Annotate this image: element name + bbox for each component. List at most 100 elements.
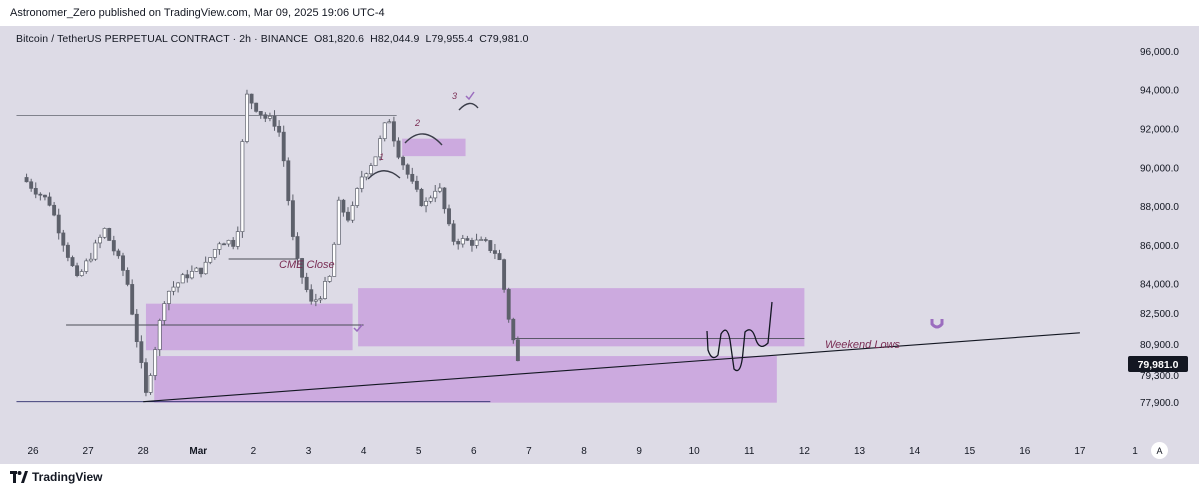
magnet-icon	[930, 319, 944, 329]
zone-left	[145, 303, 353, 351]
projection-path	[706, 301, 773, 372]
wave-label-2: 2	[414, 118, 420, 128]
candle-body	[33, 188, 38, 195]
candle	[497, 249, 502, 261]
y-tick-label: 80,900.0	[1140, 340, 1179, 351]
candle-body	[38, 193, 43, 196]
x-tick-label: 14	[909, 446, 921, 457]
candle	[309, 284, 314, 305]
tradingview-logo-icon	[10, 471, 28, 483]
candle	[185, 269, 190, 283]
candle	[465, 235, 470, 241]
candle	[240, 139, 245, 238]
candle	[226, 239, 231, 247]
candle-body	[373, 156, 378, 167]
candle-body	[401, 156, 406, 166]
y-tick-label: 82,500.0	[1140, 309, 1179, 320]
candle-body	[414, 180, 419, 190]
candle	[65, 242, 70, 262]
candle-body	[355, 188, 360, 206]
candle	[42, 194, 47, 201]
candle-body	[341, 199, 346, 213]
candle	[125, 267, 130, 287]
candle	[405, 163, 410, 179]
chart-canvas[interactable]: 1 2 3 CME Close Weekend Lows 96,000.0 94,…	[0, 0, 1199, 464]
candle	[323, 276, 327, 300]
candle	[180, 272, 185, 284]
candle-body	[290, 200, 295, 237]
candle-body	[226, 239, 231, 245]
candle-body	[65, 244, 70, 258]
x-tick-label: 28	[138, 446, 150, 457]
candle	[148, 373, 153, 395]
candle	[277, 120, 282, 137]
chart-frame[interactable]	[0, 26, 1199, 464]
candle	[378, 135, 383, 161]
candle-body	[203, 261, 208, 275]
candle	[355, 187, 360, 208]
x-tick-label: 3	[306, 446, 312, 457]
candle	[483, 237, 488, 243]
candle-body	[125, 270, 130, 285]
candle	[47, 192, 52, 207]
candle-body	[84, 260, 89, 272]
publish-bar: Astronomer_Zero published on TradingView…	[0, 0, 1199, 26]
candle-body	[235, 231, 240, 247]
candle	[222, 242, 226, 246]
candle-body	[304, 276, 309, 290]
candle-body	[263, 114, 268, 119]
candle	[153, 346, 158, 381]
candle-body	[460, 238, 465, 245]
candle	[456, 238, 461, 250]
tradingview-logo[interactable]: TradingView	[10, 470, 102, 484]
candle	[300, 257, 305, 284]
candle	[107, 227, 112, 241]
candle	[428, 195, 433, 204]
candle-body	[121, 255, 125, 271]
candle	[102, 227, 107, 239]
candle-body	[359, 176, 364, 189]
candle-body	[42, 194, 47, 198]
candle	[88, 252, 93, 263]
y-tick-label: 86,000.0	[1140, 241, 1179, 252]
candle-body	[166, 290, 171, 304]
candle	[368, 162, 373, 178]
candle-body	[217, 243, 222, 250]
check-mark-zone	[353, 324, 363, 333]
wave-label-1: 1	[379, 152, 384, 162]
candle-body	[70, 257, 75, 267]
candle-body	[231, 239, 236, 247]
x-tick-label: 13	[854, 446, 866, 457]
candle-body	[419, 188, 424, 207]
candle	[176, 282, 181, 293]
publisher-info: Astronomer_Zero published on TradingView…	[10, 7, 385, 19]
y-tick-label: 90,000.0	[1140, 163, 1179, 174]
candle-body	[447, 208, 451, 225]
candle	[130, 279, 135, 316]
x-tick-label: 16	[1019, 446, 1031, 457]
candle-body	[456, 241, 461, 245]
candle	[98, 234, 102, 249]
symbol-info: Bitcoin / TetherUS PERPETUAL CONTRACT · …	[16, 33, 529, 45]
candle-body	[176, 282, 181, 288]
candle-body	[134, 313, 139, 342]
candle-body	[327, 276, 332, 282]
candle-body	[465, 238, 470, 241]
candle	[474, 233, 479, 249]
auto-scale-button[interactable]: A	[1151, 442, 1168, 459]
candle-body	[24, 177, 29, 183]
candle	[217, 241, 222, 255]
candle	[272, 110, 277, 131]
x-tick-label: 9	[636, 446, 642, 457]
candle	[52, 201, 57, 217]
symbol-name: Bitcoin / TetherUS PERPETUAL CONTRACT · …	[16, 33, 309, 45]
candle	[424, 197, 428, 213]
x-tick-label: 4	[361, 446, 367, 457]
x-tick-label: 1	[1132, 446, 1138, 457]
wave-label-3: 3	[452, 91, 457, 101]
candle-body	[130, 284, 135, 315]
candle	[33, 182, 38, 199]
x-tick-label: Mar	[189, 446, 207, 457]
candle	[162, 301, 167, 325]
candle-body	[249, 93, 254, 104]
